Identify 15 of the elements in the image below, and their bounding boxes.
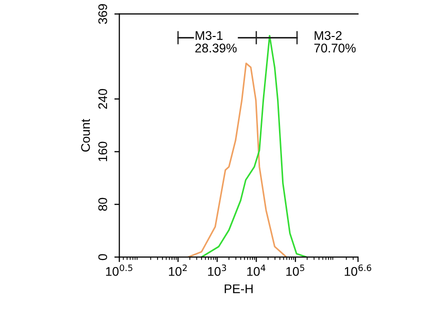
annotation: M3-1 28.39% bbox=[195, 31, 237, 52]
y-tick-label: 0 bbox=[98, 254, 108, 260]
y-axis-title: Count bbox=[81, 118, 90, 152]
x-tick-label: 10$^{6.6}$ bbox=[344, 264, 372, 276]
y-tick-label: 160 bbox=[98, 142, 108, 162]
x-axis-title: PE-H bbox=[224, 284, 253, 294]
annotation: M3-2 70.70% bbox=[314, 31, 356, 52]
y-tick-label: 240 bbox=[98, 89, 108, 109]
x-tick-label: 10$^{3}$ bbox=[208, 264, 226, 276]
x-tick-label: 10$^{5}$ bbox=[286, 264, 304, 276]
x-tick-label: 10$^{4}$ bbox=[247, 264, 266, 276]
x-tick-label: 10$^{2}$ bbox=[168, 264, 187, 276]
x-tick-label: 10$^{0.5}$ bbox=[106, 264, 132, 276]
y-tick-label: 80 bbox=[98, 198, 108, 211]
y-tick-label: 369 bbox=[98, 4, 108, 24]
